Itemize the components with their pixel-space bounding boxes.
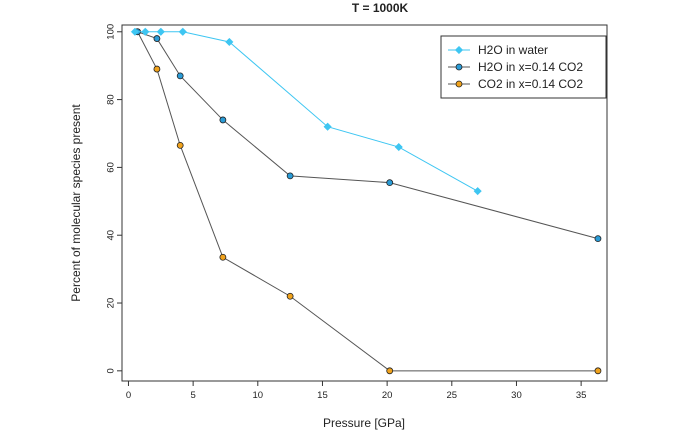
legend-marker-0 [454,45,464,55]
chart-title: T = 1000K [352,1,409,15]
legend-label-0: H2O in water [478,43,548,57]
x-tick-label-6: 30 [511,390,522,401]
series-2-point-5 [386,367,394,375]
series-1-point-4 [286,172,294,180]
series-2-point-1 [153,65,161,73]
y-axis-label: Percent of molecular species present [69,104,83,302]
series-2-point-6 [594,367,602,375]
series-0-point-4 [225,37,234,47]
series-0-point-6 [394,142,403,152]
series-0 [130,27,482,196]
legend-label-1: H2O in x=0.14 CO2 [478,60,583,74]
series-0-point-2 [156,27,165,36]
series-0-point-0 [130,27,140,36]
plot-frame [121,24,608,382]
series-2-point-2 [176,141,184,149]
x-tick-label-4: 20 [382,390,393,401]
series-0-line [134,31,478,192]
series-1-point-1 [153,35,161,42]
y-tick-label-2: 40 [105,230,116,241]
series-0-point-3 [178,27,187,36]
x-tick-label-1: 5 [190,390,195,401]
legend-label-2: CO2 in x=0.14 CO2 [478,77,583,91]
y-tick-label-0: 0 [105,368,116,373]
x-tick-label-7: 35 [576,390,587,401]
y-tick-label-1: 20 [105,298,116,309]
legend-marker-2 [455,80,463,88]
series-1-point-6 [594,235,602,243]
series-2-point-4 [286,292,294,300]
series-0-point-5 [323,122,332,131]
x-tick-label-0: 0 [126,390,131,401]
y-tick-label-4: 80 [105,94,116,105]
x-tick-label-5: 25 [447,390,458,401]
x-tick-label-2: 10 [253,390,264,401]
series-1-point-5 [386,179,394,187]
series-layer [130,27,602,375]
series-1-point-3 [219,116,227,124]
legend-marker-1 [455,63,463,71]
y-tick-label-3: 60 [105,162,116,173]
series-1-point-2 [176,72,184,80]
legend: H2O in water H2O in x=0.14 CO2 CO2 in x=0.… [440,35,607,99]
series-0-point-7 [473,186,482,196]
series-2-point-3 [219,253,227,261]
x-axis-label: Pressure [GPa] [323,416,405,430]
axes: 0 5 10 15 20 25 30 35 0 20 40 60 80 100 [105,24,586,401]
y-tick-label-5: 100 [105,24,116,40]
series-0-point-1 [141,27,150,36]
x-tick-label-3: 15 [317,390,328,401]
